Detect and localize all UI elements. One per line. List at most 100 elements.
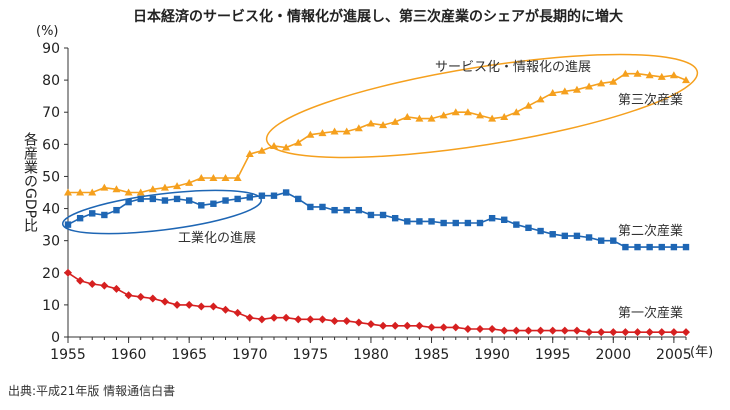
data-point — [257, 146, 266, 154]
data-point — [391, 117, 400, 125]
data-point — [403, 113, 412, 121]
data-point — [597, 237, 605, 244]
data-point — [306, 315, 315, 324]
y-tick-label: 10 — [42, 298, 60, 314]
series-2 — [64, 189, 690, 251]
data-point — [669, 71, 678, 79]
data-point — [124, 291, 133, 300]
data-point — [64, 221, 72, 228]
data-point — [403, 321, 412, 330]
x-axis-ticks: 1955 1960 1965 1970 1975 1980 1985 1990 1995 2000… — [50, 337, 692, 363]
annotation-industrial-trend: 工業化の進展 — [178, 230, 256, 246]
data-point — [548, 326, 557, 335]
x-tick-label: 1990 — [474, 347, 510, 363]
data-point — [185, 197, 193, 204]
data-point — [560, 326, 569, 335]
data-point — [161, 197, 169, 204]
highlight-ellipses — [61, 53, 699, 235]
x-tick-label: 1995 — [535, 347, 571, 363]
data-point — [512, 326, 521, 335]
data-point — [609, 328, 618, 337]
data-point — [597, 79, 606, 87]
service-trend-ellipse — [265, 53, 699, 159]
data-point — [391, 214, 399, 222]
data-point — [512, 108, 521, 116]
data-point — [524, 326, 533, 335]
data-point — [197, 174, 206, 182]
data-point — [331, 206, 338, 214]
data-point — [197, 302, 206, 311]
series-label-secondary: 第二次産業 — [618, 223, 683, 239]
data-point — [476, 111, 484, 119]
data-point — [645, 71, 654, 79]
data-point — [234, 195, 241, 203]
data-point — [488, 114, 497, 122]
data-point — [64, 268, 72, 277]
data-point — [222, 197, 229, 204]
data-point — [160, 183, 169, 191]
data-point — [160, 297, 169, 306]
y-tick-label: 0 — [51, 330, 60, 346]
chart-title: 日本経済のサービス化・情報化が進展し、第三次産業のシェアが長期的に増大 — [133, 8, 623, 25]
data-point — [415, 321, 424, 330]
data-point — [318, 315, 327, 324]
data-point — [282, 189, 290, 196]
data-point — [342, 127, 351, 135]
data-point — [209, 174, 218, 182]
data-point — [294, 315, 303, 324]
data-point — [452, 219, 459, 227]
data-point — [210, 200, 217, 207]
data-point — [536, 95, 545, 103]
data-point — [500, 326, 509, 335]
x-tick-label: 2000 — [595, 347, 631, 363]
data-point — [451, 108, 460, 116]
data-point — [245, 149, 254, 157]
data-point — [609, 77, 618, 85]
y-tick-label: 30 — [42, 234, 60, 250]
data-point — [64, 188, 72, 196]
x-tick-label: 1970 — [232, 347, 268, 363]
series-line — [67, 272, 686, 334]
data-point — [89, 210, 96, 217]
data-point — [137, 195, 144, 203]
data-point — [307, 203, 314, 211]
data-point — [439, 111, 448, 119]
data-point — [270, 141, 278, 149]
data-point — [112, 185, 121, 193]
data-point — [258, 192, 266, 199]
data-point — [572, 326, 581, 335]
data-point — [536, 326, 545, 335]
data-point — [657, 328, 666, 337]
data-point — [233, 174, 242, 182]
source-note: 出典:平成21年版 情報通信白書 — [8, 384, 176, 398]
y-tick-label: 50 — [42, 169, 60, 185]
data-point — [221, 305, 230, 314]
data-point — [282, 313, 291, 322]
data-point — [439, 323, 448, 332]
y-axis-ticks: 0 10 20 30 40 50 60 70 80 90 — [42, 41, 68, 346]
x-unit-label: (年) — [690, 345, 713, 360]
y-tick-label: 20 — [42, 266, 60, 282]
data-point — [101, 211, 108, 219]
data-point — [404, 218, 411, 225]
x-tick-label: 1960 — [111, 347, 147, 363]
data-point — [513, 221, 520, 228]
x-tick-label: 1965 — [171, 347, 207, 363]
data-point — [548, 88, 557, 96]
data-point — [367, 211, 375, 219]
data-point — [537, 227, 544, 235]
data-point — [245, 313, 254, 322]
data-point — [355, 206, 363, 214]
data-point — [585, 82, 594, 90]
data-point — [148, 294, 157, 303]
data-point — [476, 324, 484, 333]
x-tick-label: 1975 — [293, 347, 329, 363]
data-point — [561, 232, 569, 240]
data-point — [549, 231, 556, 238]
data-point — [124, 188, 133, 196]
data-point — [173, 195, 181, 203]
data-point — [270, 313, 278, 322]
data-point — [319, 203, 326, 211]
data-point — [464, 219, 472, 227]
y-tick-label: 80 — [42, 73, 60, 89]
